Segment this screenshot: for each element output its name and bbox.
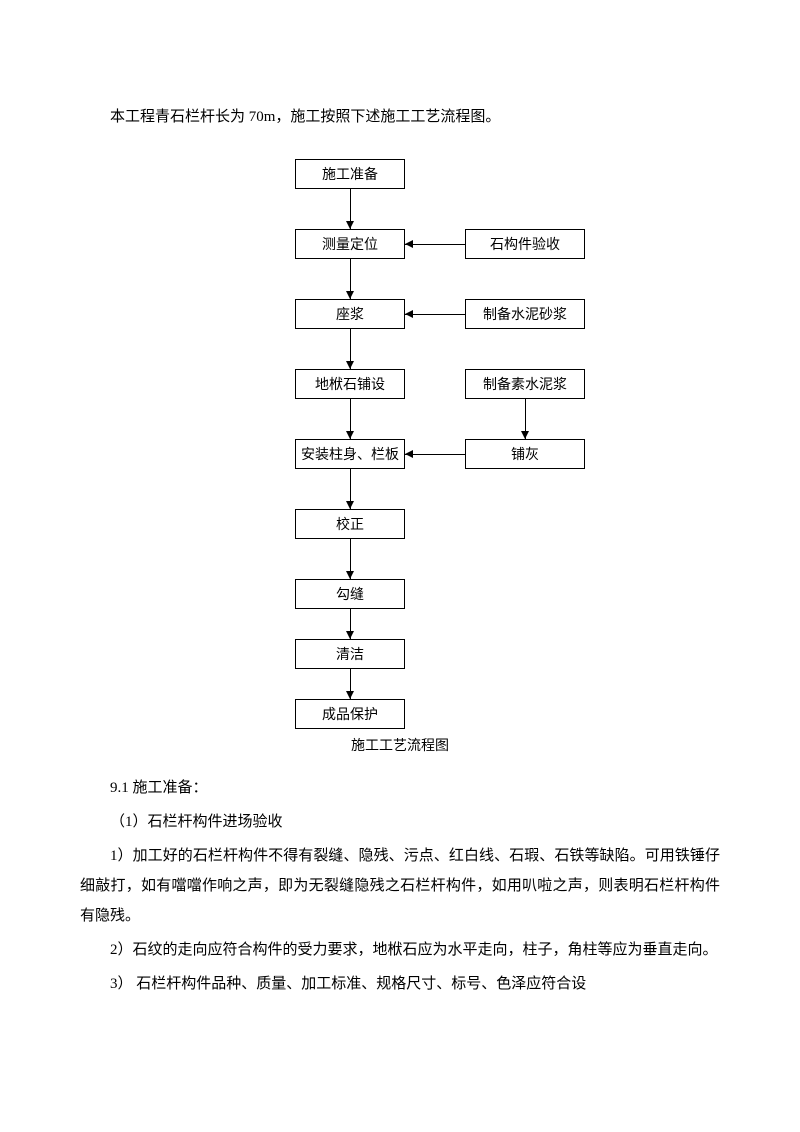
paragraph-2: 2）石纹的走向应符合构件的受力要求，地栿石应为水平走向，柱子，角柱等应为垂直走向… (80, 935, 720, 965)
flowchart-caption: 施工工艺流程图 (80, 735, 720, 755)
flow-node-n2: 测量定位 (295, 229, 405, 259)
paragraph-3: 3） 石栏杆构件品种、质量、加工标准、规格尺寸、标号、色泽应符合设 (80, 969, 720, 999)
flow-node-n5s: 铺灰 (465, 439, 585, 469)
flow-node-n2s: 石构件验收 (465, 229, 585, 259)
flow-node-n8: 清洁 (295, 639, 405, 669)
section-9-1-title: 9.1 施工准备： (80, 773, 720, 803)
paragraph-1: 1）加工好的石栏杆构件不得有裂缝、隐残、污点、红白线、石瑕、石铁等缺陷。可用铁锤… (80, 841, 720, 931)
flow-node-n4: 地栿石铺设 (295, 369, 405, 399)
flow-node-n5: 安装柱身、栏板 (295, 439, 405, 469)
subsection-1-title: （1）石栏杆构件进场验收 (80, 807, 720, 837)
intro-text: 本工程青石栏杆长为 70m，施工按照下述施工工艺流程图。 (80, 105, 720, 129)
flow-node-n7: 勾缝 (295, 579, 405, 609)
flow-node-n4s: 制备素水泥浆 (465, 369, 585, 399)
document-page: 本工程青石栏杆长为 70m，施工按照下述施工工艺流程图。 施工准备测量定位 石构件… (0, 0, 800, 1043)
flow-node-n1: 施工准备 (295, 159, 405, 189)
construction-flowchart: 施工准备测量定位 石构件验收座浆 制备水泥砂浆地栿石铺设 制备素水泥浆安装柱身、栏板 铺… (190, 159, 610, 729)
flow-node-n6: 校正 (295, 509, 405, 539)
flow-node-n9: 成品保护 (295, 699, 405, 729)
body-text: 9.1 施工准备： （1）石栏杆构件进场验收 1）加工好的石栏杆构件不得有裂缝、… (80, 773, 720, 999)
flow-node-n3s: 制备水泥砂浆 (465, 299, 585, 329)
flow-node-n3: 座浆 (295, 299, 405, 329)
